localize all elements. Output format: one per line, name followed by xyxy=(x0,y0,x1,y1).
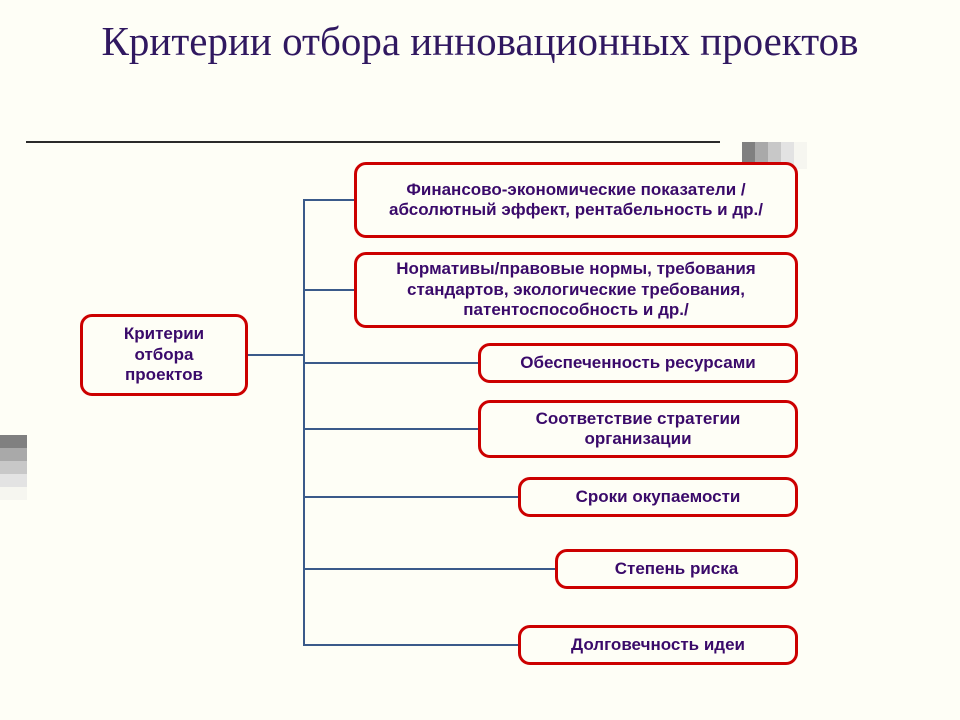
child-node-3: Соответствие стратегии организации xyxy=(478,400,798,458)
child-node-label: Степень риска xyxy=(615,559,738,579)
slide: Критерии отбора инновационных проектов К… xyxy=(0,0,960,720)
child-node-0: Финансово-экономические показатели /абсо… xyxy=(354,162,798,238)
child-node-label: Нормативы/правовые нормы, требования ста… xyxy=(371,259,781,320)
page-title: Критерии отбора инновационных проектов xyxy=(0,18,960,65)
accent-blocks-side xyxy=(0,435,27,500)
root-node-label: Критерии отбора проектов xyxy=(97,324,231,385)
child-node-label: Соответствие стратегии организации xyxy=(495,409,781,450)
root-node: Критерии отбора проектов xyxy=(80,314,248,396)
child-node-label: Обеспеченность ресурсами xyxy=(520,353,756,373)
child-node-2: Обеспеченность ресурсами xyxy=(478,343,798,383)
child-node-4: Сроки окупаемости xyxy=(518,477,798,517)
title-divider xyxy=(26,141,720,143)
child-node-label: Финансово-экономические показатели /абсо… xyxy=(371,180,781,221)
child-node-5: Степень риска xyxy=(555,549,798,589)
child-node-label: Долговечность идеи xyxy=(571,635,745,655)
child-node-6: Долговечность идеи xyxy=(518,625,798,665)
child-node-label: Сроки окупаемости xyxy=(576,487,741,507)
child-node-1: Нормативы/правовые нормы, требования ста… xyxy=(354,252,798,328)
